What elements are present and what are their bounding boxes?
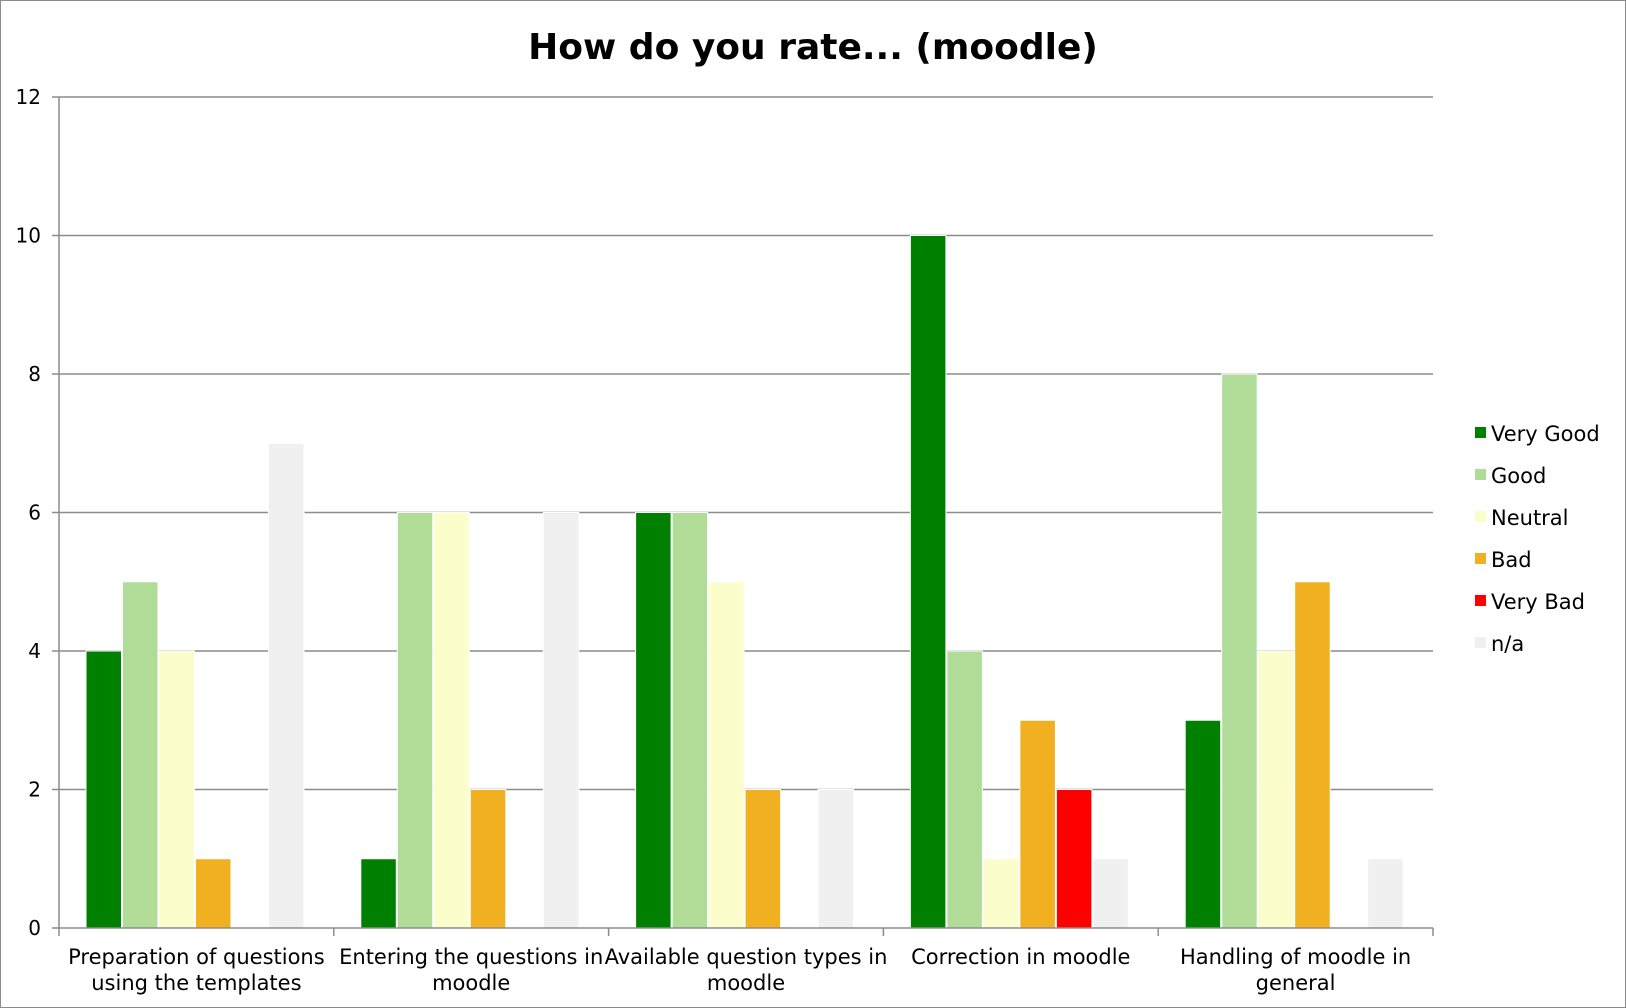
y-tick-label: 8 (28, 362, 41, 386)
bar-bad (195, 858, 232, 929)
legend-label: Very Good (1491, 422, 1600, 446)
bars (85, 235, 1404, 929)
legend-swatch (1475, 469, 1486, 480)
y-tick-label: 0 (28, 916, 41, 940)
bar-n-a (1092, 858, 1129, 929)
x-category-label: Handling of moodle in (1180, 945, 1411, 969)
bar-very-good (360, 858, 397, 929)
bar-very-good (909, 235, 947, 929)
y-tick-label: 10 (16, 224, 41, 248)
x-category-label: moodle (707, 971, 785, 995)
bar-n-a (542, 512, 580, 929)
bar-good (122, 581, 159, 929)
x-category-label: moodle (432, 971, 510, 995)
chart-title: How do you rate... (moodle) (528, 27, 1098, 68)
legend-label: n/a (1491, 632, 1524, 656)
bar-n-a (268, 442, 305, 929)
bar-neutral (982, 858, 1020, 929)
x-category-label: Correction in moodle (911, 945, 1130, 969)
bar-very-good (85, 650, 122, 929)
legend-label: Good (1491, 464, 1546, 488)
legend-swatch (1475, 637, 1486, 648)
bar-n-a (817, 789, 855, 929)
bar-n-a (1367, 858, 1404, 929)
x-category-label: Preparation of questions (68, 945, 325, 969)
y-tick-label: 4 (28, 639, 41, 663)
legend-label: Very Bad (1491, 590, 1585, 614)
bar-very-good (635, 512, 672, 929)
legend-label: Neutral (1491, 506, 1569, 530)
bar-good (1221, 373, 1258, 929)
bar-neutral (158, 650, 195, 929)
bar-very-good (1184, 719, 1222, 929)
legend-swatch (1475, 511, 1486, 522)
y-tick-label: 2 (28, 778, 41, 802)
bar-bad (469, 789, 507, 929)
bar-good (396, 512, 434, 929)
x-category-label: general (1256, 971, 1336, 995)
bar-bad (1294, 581, 1331, 929)
bar-neutral (1257, 650, 1295, 929)
legend-label: Bad (1491, 548, 1532, 572)
y-tick-label: 6 (28, 501, 41, 525)
legend: Very Good Good Neutral Bad Very Bad n/a (1475, 422, 1600, 656)
x-category-label: using the templates (91, 971, 301, 995)
bar-neutral (708, 581, 745, 929)
bar-bad (1019, 719, 1056, 929)
bar-good (671, 512, 709, 929)
y-tick-label: 12 (16, 85, 41, 109)
legend-swatch (1475, 553, 1486, 564)
bar-very-bad (1055, 789, 1093, 929)
legend-swatch (1475, 427, 1486, 438)
x-category-label: Entering the questions in (339, 945, 603, 969)
legend-swatch (1475, 595, 1486, 606)
bar-neutral (433, 512, 470, 929)
bar-bad (744, 789, 782, 929)
bar-good (946, 650, 983, 929)
x-category-label: Available question types in (605, 945, 888, 969)
